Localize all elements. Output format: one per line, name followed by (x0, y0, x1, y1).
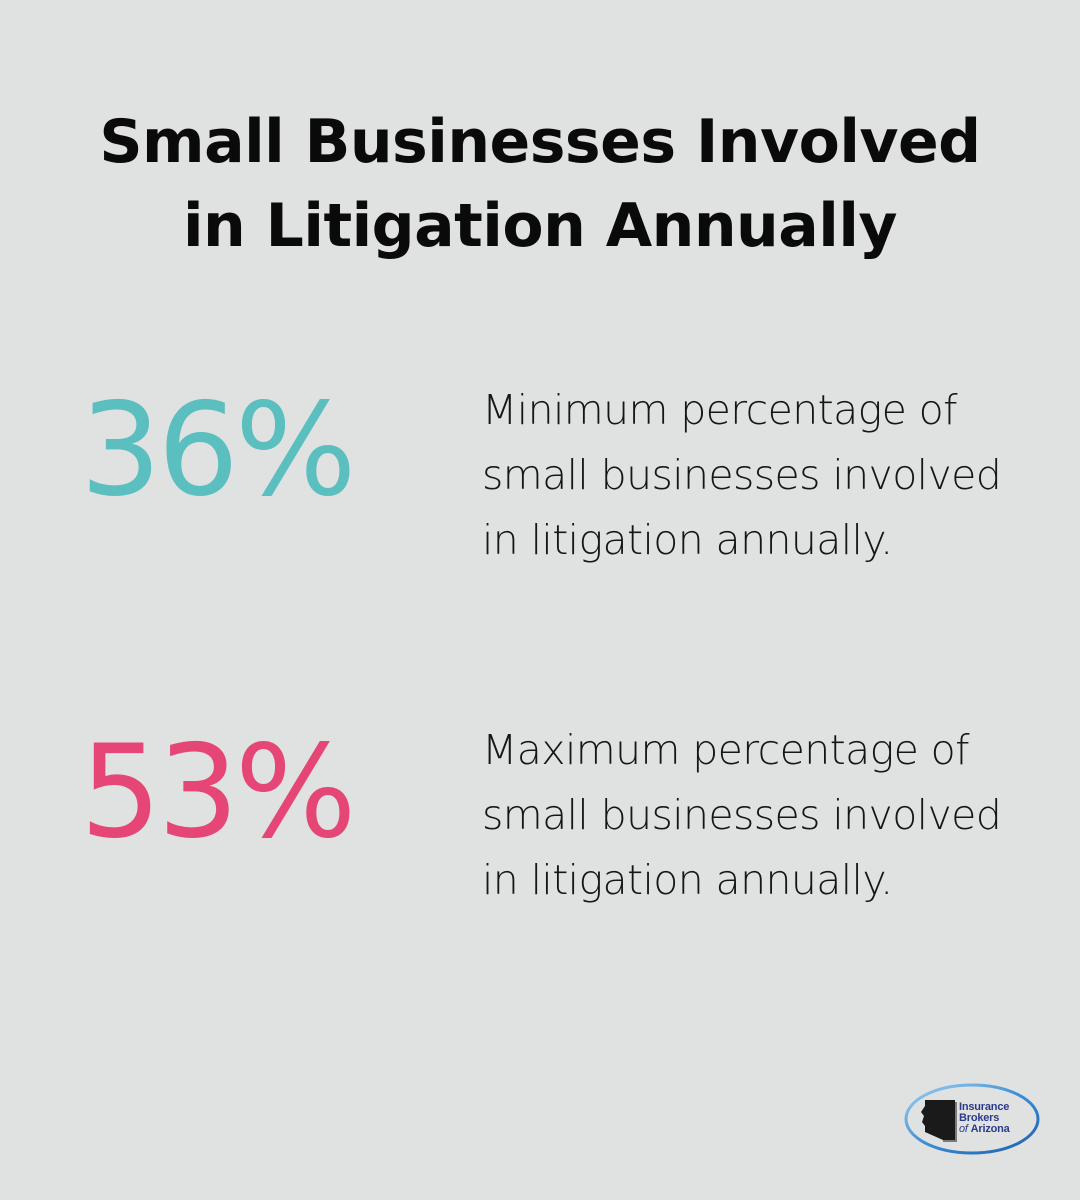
logo-line-2: Brokers (959, 1112, 1000, 1124)
title-line-1: Small Businesses Involved (99, 107, 981, 177)
title-line-2: in Litigation Annually (182, 191, 898, 261)
page-title: Small Businesses Involved in Litigation … (0, 100, 1080, 268)
logo-line-3: of Arizona (959, 1124, 1010, 1135)
arizona-state-shape-icon (921, 1100, 957, 1142)
stat-value-minimum: 36% (80, 376, 357, 525)
logo-line-3-prefix: of (959, 1123, 968, 1135)
stat-value-maximum: 53% (80, 718, 357, 867)
logo-line-1: Insurance (959, 1101, 1010, 1113)
stat-description-maximum: Maximum percentage of small businesses i… (482, 726, 1002, 904)
logo-line-3-main: Arizona (970, 1123, 1010, 1135)
stat-description-minimum: Minimum percentage of small businesses i… (482, 386, 1002, 564)
company-logo: Insurance Brokers of Arizona (903, 1082, 1041, 1156)
logo-text: Insurance Brokers of Arizona (959, 1102, 1010, 1135)
logo-ring-icon (904, 1083, 1040, 1155)
